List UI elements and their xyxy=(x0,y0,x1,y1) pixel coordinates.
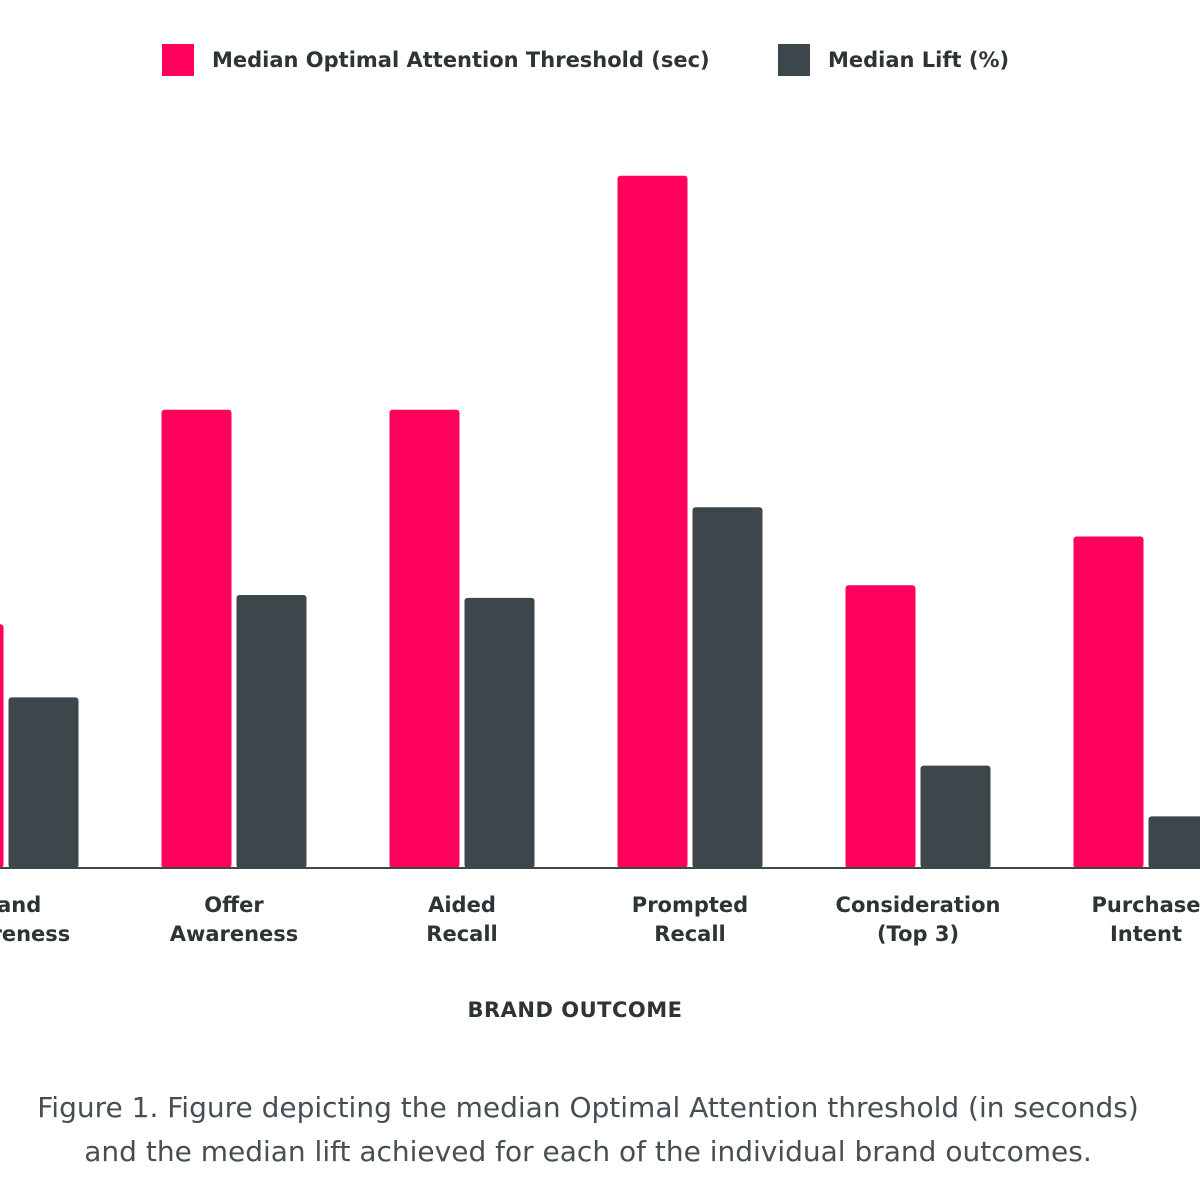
x-tick-label-2-1: Recall xyxy=(426,922,497,946)
legend-swatch-lift xyxy=(778,44,810,76)
chart-legend: Median Optimal Attention Threshold (sec)… xyxy=(0,44,1200,80)
bar-threshold-1 xyxy=(161,409,232,868)
legend-label-threshold: Median Optimal Attention Threshold (sec) xyxy=(212,48,710,72)
bar-threshold-4 xyxy=(845,585,916,868)
bar-chart: Brand Awareness Offer Awareness Aided Recall P… xyxy=(0,175,1200,946)
x-tick-label-4-0: Consideration xyxy=(836,893,1001,917)
legend-label-lift: Median Lift (%) xyxy=(828,48,1010,72)
caption-line-1: Figure 1. Figure depicting the median Op… xyxy=(37,1091,1139,1124)
x-tick-label-0-0: Brand xyxy=(0,893,41,917)
x-tick-label-5-0: Purchase xyxy=(1091,893,1200,917)
bar-threshold-2 xyxy=(389,409,460,868)
bar-lift-0 xyxy=(8,697,79,868)
figure-caption: Figure 1. Figure depicting the median Op… xyxy=(0,1086,1188,1174)
bar-lift-4 xyxy=(920,765,991,868)
x-axis-title: BRAND OUTCOME xyxy=(467,998,683,1022)
x-tick-label-1-1: Awareness xyxy=(170,922,299,946)
x-tick-label-2-0: Aided xyxy=(428,893,496,917)
x-tick-label-1-0: Offer xyxy=(204,893,264,917)
x-tick-label-0-1: Awareness xyxy=(0,922,70,946)
bar-threshold-5 xyxy=(1073,536,1144,868)
legend-item-lift: Median Lift (%) xyxy=(778,44,1009,76)
bar-lift-1 xyxy=(236,595,307,868)
x-tick-label-3-1: Recall xyxy=(654,922,725,946)
legend-item-threshold: Median Optimal Attention Threshold (sec) xyxy=(162,44,710,76)
bar-lift-2 xyxy=(464,597,535,868)
bar-threshold-3 xyxy=(617,175,688,868)
caption-line-2: and the median lift achieved for each of… xyxy=(84,1135,1092,1168)
bar-threshold-0 xyxy=(0,624,4,868)
x-tick-label-5-1: Intent xyxy=(1110,922,1182,946)
bar-lift-5 xyxy=(1148,816,1200,868)
x-tick-label-3-0: Prompted xyxy=(632,893,748,917)
legend-swatch-threshold xyxy=(162,44,194,76)
x-tick-label-4-1: (Top 3) xyxy=(877,922,959,946)
bar-lift-3 xyxy=(692,507,763,868)
